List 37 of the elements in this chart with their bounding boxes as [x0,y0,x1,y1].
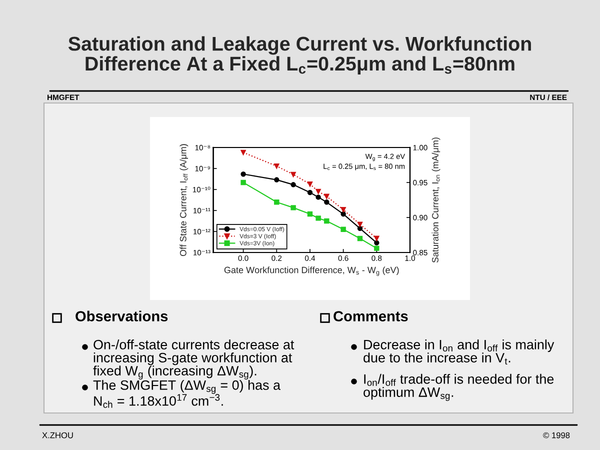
point [240,150,246,156]
text: Observations [76,310,168,322]
x-axis-title: Gate Workfunction Difference, W$_{s}$ - W$_{g}$ (eV) [224,266,399,276]
point [324,218,330,224]
text: Decrease in I$_{on}$ and I$_{off}$ is mainly due to the increase in V$_{t}$. [364,340,554,365]
point [357,226,363,232]
point [316,188,321,194]
point [307,182,313,187]
chart-title: Saturation and Leakage Current vs. Workfunction Difference At a Fixed L$_{c}$=0.25μm and L$_{s}$=80nm [68,36,531,74]
y-axis-title: Off State Current, I$_{off}$ (A/μm) [180,144,188,256]
point [290,182,296,188]
point [307,190,313,196]
text: Comments [334,311,408,322]
point [357,236,363,242]
point [374,240,380,246]
point [240,180,246,186]
text: X.ZHOU [42,432,73,438]
point [316,216,321,221]
text: © 1998 [543,432,570,438]
point [340,207,346,212]
point [340,226,346,232]
point [374,246,380,251]
point [290,172,296,178]
text: The SMGFET (ΔW$_{sg}$ = 0) has a N$_{ch}$ = 1.18x10$^{17}$ cm$^{−3}$. [93,380,281,408]
point [307,211,313,217]
point [357,222,363,227]
point [316,194,321,200]
point [274,164,280,169]
text: On-/off-state currents decrease at increasing S-gate workfunction at fixed W$_{g}$ (increasing ΔW$_{sg}$). [93,340,294,380]
y2-axis-title: Saturation Current, I$_{on}$ (mA/μm) [432,138,440,263]
point [340,211,346,217]
point [274,177,280,182]
text: I$_{on}$/I$_{off}$ trade-off is needed for the optimum ΔW$_{sg}$. [364,374,554,401]
point [240,172,246,177]
point [290,205,296,210]
point [274,199,280,205]
point [324,200,330,205]
